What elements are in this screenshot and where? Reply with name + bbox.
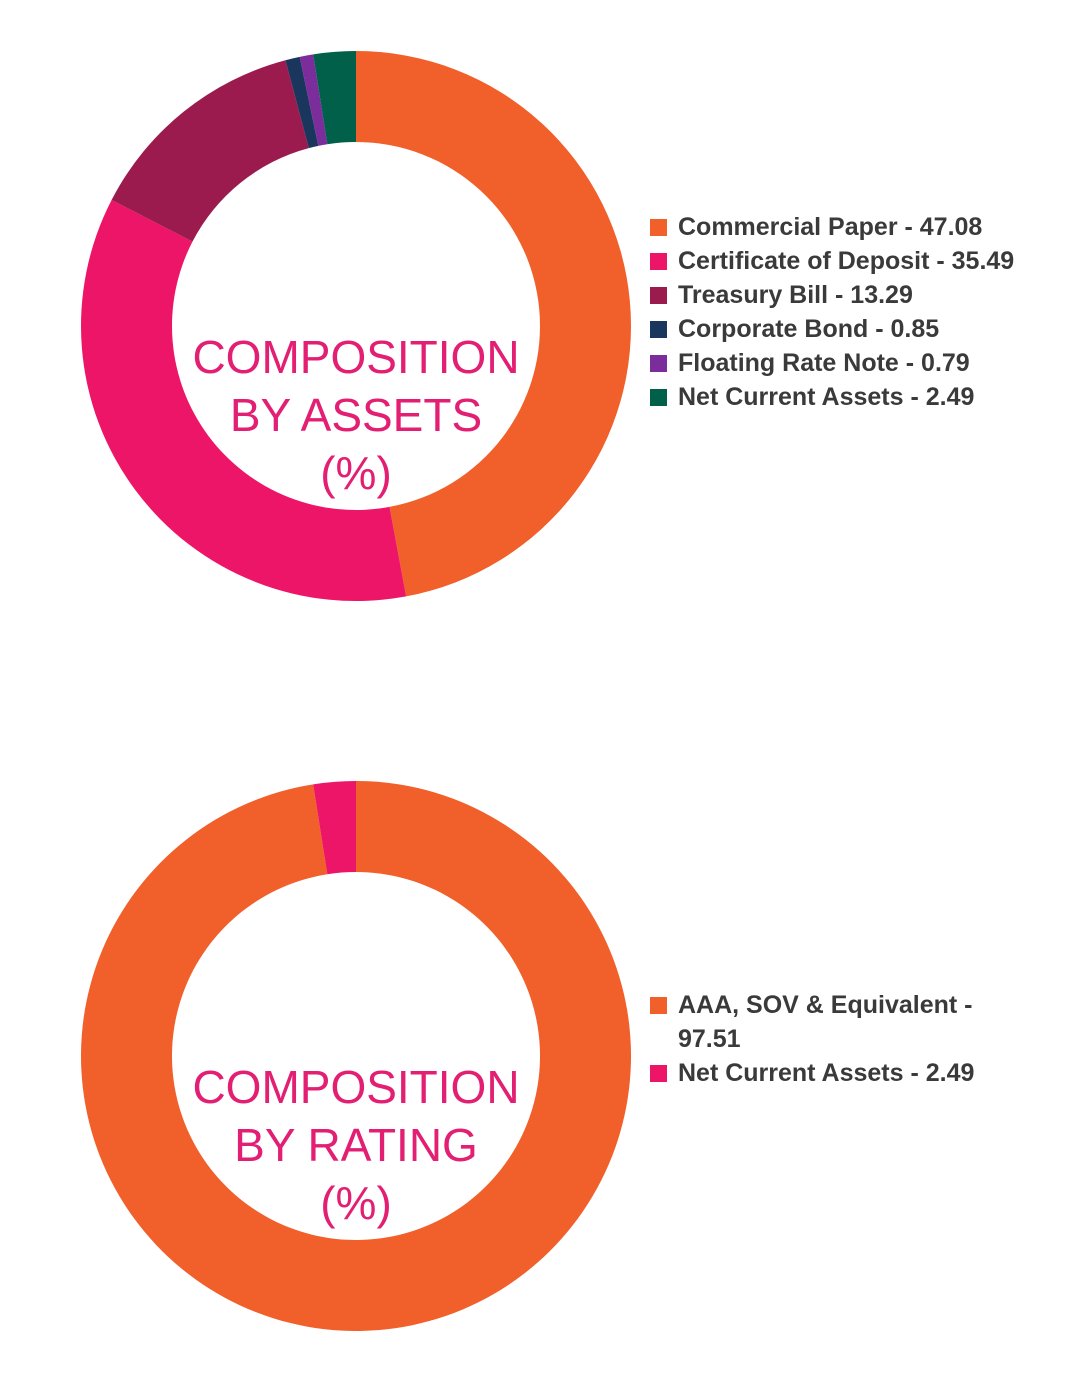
assets-legend-swatch-2: [650, 287, 667, 304]
assets-slice-1: [80, 199, 407, 601]
assets-slice-4: [299, 54, 328, 146]
rating-legend-label-0: AAA, SOV & Equivalent - 97.51: [678, 991, 973, 1053]
assets-legend: Commercial Paper - 47.08 Certificate of D…: [650, 210, 1070, 414]
assets-legend-label-1: Certificate of Deposit - 35.49: [678, 247, 1015, 275]
rating-donut: [81, 781, 632, 1331]
assets-legend-label-5: Net Current Assets - 2.49: [678, 383, 975, 411]
assets-legend-item-5: Net Current Assets - 2.49: [650, 380, 1070, 414]
assets-legend-item-3: Corporate Bond - 0.85: [650, 312, 1070, 346]
rating-center-label: COMPOSITION BY RATING (%): [156, 1058, 556, 1232]
assets-chart: COMPOSITION BY ASSETS (%) Commercial Pap…: [0, 50, 1092, 610]
assets-title-line-3: (%): [320, 447, 392, 499]
assets-legend-item-2: Treasury Bill - 13.29: [650, 278, 1070, 312]
assets-legend-label-0: Commercial Paper - 47.08: [678, 213, 983, 241]
assets-legend-swatch-5: [650, 389, 667, 406]
assets-slice-0: [356, 51, 631, 597]
assets-legend-swatch-3: [650, 321, 667, 338]
rating-title-line-2: BY RATING: [234, 1119, 478, 1171]
assets-center-label: COMPOSITION BY ASSETS (%): [156, 328, 556, 502]
assets-donut: [80, 51, 631, 601]
assets-legend-label-2: Treasury Bill - 13.29: [678, 281, 913, 309]
assets-title-line-2: BY ASSETS: [229, 389, 483, 441]
assets-slice-2: [111, 60, 309, 242]
assets-legend-swatch-1: [650, 253, 667, 270]
assets-title-line-1: COMPOSITION: [192, 331, 520, 383]
rating-slice-0: [81, 781, 632, 1331]
assets-legend-label-3: Corporate Bond - 0.85: [678, 315, 940, 343]
rating-legend-label-1: Net Current Assets - 2.49: [678, 1059, 975, 1087]
rating-title-line-3: (%): [320, 1177, 392, 1229]
assets-legend-item-0: Commercial Paper - 47.08: [650, 210, 1070, 244]
rating-legend-swatch-0: [650, 997, 667, 1014]
assets-legend-swatch-4: [650, 355, 667, 372]
assets-slice-5: [313, 51, 356, 145]
rating-legend-item-0: AAA, SOV & Equivalent - 97.51: [650, 988, 1010, 1056]
assets-legend-label-4: Floating Rate Note - 0.79: [678, 349, 970, 377]
rating-title-line-1: COMPOSITION: [192, 1061, 520, 1113]
rating-legend: AAA, SOV & Equivalent - 97.51 Net Current…: [650, 988, 1010, 1090]
assets-legend-swatch-0: [650, 219, 667, 236]
assets-legend-item-4: Floating Rate Note - 0.79: [650, 346, 1070, 380]
rating-slice-1: [313, 781, 356, 875]
rating-legend-swatch-1: [650, 1065, 667, 1082]
rating-chart: COMPOSITION BY RATING (%) AAA, SOV & Equ…: [0, 780, 1092, 1340]
rating-legend-item-1: Net Current Assets - 2.49: [650, 1056, 1010, 1090]
assets-slice-3: [285, 56, 319, 149]
assets-legend-item-1: Certificate of Deposit - 35.49: [650, 244, 1070, 278]
